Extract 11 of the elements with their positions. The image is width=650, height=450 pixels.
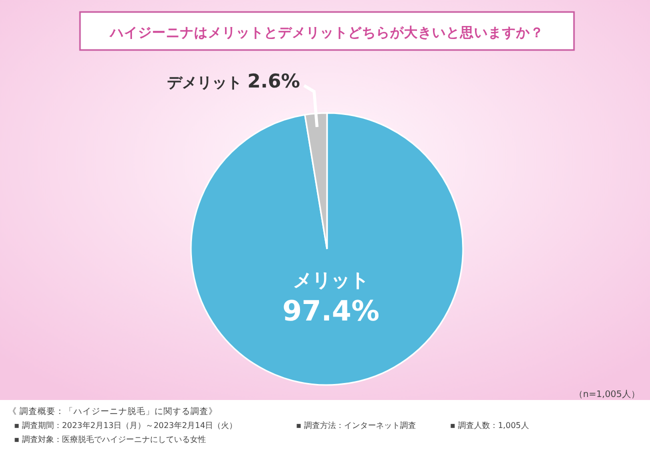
slice-label: メリット bbox=[292, 269, 369, 292]
text: ▪ 調査期間：2023年2月13日（月）～2023年2月14日（火） bbox=[14, 421, 238, 430]
text: 《 調査概要：「ハイジーニナ脱毛」に関する調査》 bbox=[8, 406, 218, 417]
slice-label: デメリット bbox=[167, 74, 248, 92]
text: ▪ 調査対象：医療脱毛でハイジーニナにしている女性 bbox=[14, 435, 206, 444]
text: ▪ 調査人数：1,005人 bbox=[450, 421, 529, 430]
data-label: 2.6% bbox=[247, 70, 300, 93]
text: （n=1,005人） bbox=[574, 389, 640, 400]
chart-title: ハイジーニナはメリットとデメリットどちらが大きいと思いますか？ bbox=[109, 25, 544, 41]
text: ▪ 調査方法：インターネット調査 bbox=[296, 421, 416, 430]
data-label: 97.4% bbox=[282, 294, 380, 328]
